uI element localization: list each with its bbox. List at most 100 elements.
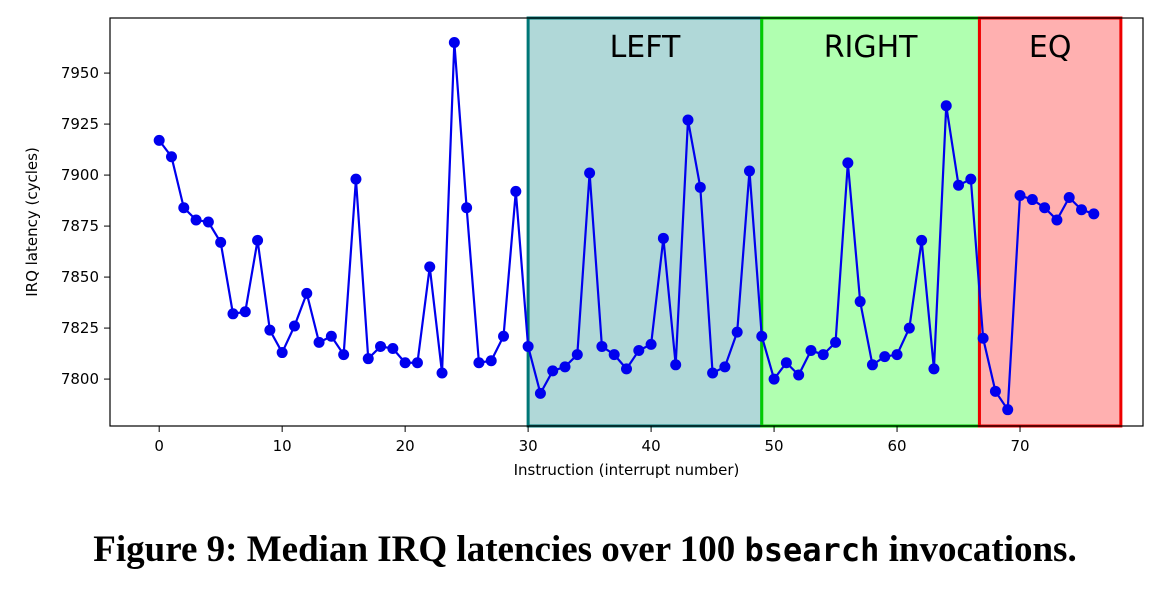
data-point — [768, 373, 780, 385]
data-point — [399, 357, 411, 369]
data-point — [362, 353, 374, 365]
data-point — [239, 306, 251, 318]
data-point — [498, 330, 510, 342]
data-point — [584, 167, 596, 179]
labels-layer: LEFT RIGHT EQ — [610, 30, 1072, 65]
x-tick-label: 60 — [888, 437, 907, 455]
data-point — [510, 185, 522, 197]
y-tick-label: 7800 — [61, 370, 99, 388]
data-point — [596, 340, 608, 352]
data-point — [793, 369, 805, 381]
x-tick-label: 70 — [1010, 437, 1029, 455]
figure-caption: Figure 9: Median IRQ latencies over 100 … — [0, 528, 1170, 571]
data-point — [645, 338, 657, 350]
data-point — [621, 363, 632, 375]
caption-code: bsearch — [744, 531, 880, 569]
plot-frame — [109, 17, 1144, 427]
y-tick-label: 7875 — [61, 217, 99, 235]
data-point — [633, 345, 645, 357]
data-point — [301, 287, 313, 299]
y-tick-label: 7925 — [61, 115, 99, 133]
x-tick-label: 30 — [519, 437, 538, 455]
caption-prefix: Figure 9: Median IRQ latencies over 100 — [93, 529, 745, 570]
data-point — [879, 351, 891, 363]
data-point — [817, 349, 829, 361]
data-point — [338, 349, 350, 361]
data-point — [252, 234, 264, 246]
data-point — [854, 296, 866, 308]
data-point — [756, 330, 768, 342]
data-point — [1063, 192, 1075, 204]
data-point — [190, 214, 202, 226]
axes-layer: 0 10 20 30 40 50 60 70 7800 7825 7850 7875 7900 7925 7… — [61, 64, 1030, 455]
data-point — [940, 100, 952, 112]
data-point — [461, 202, 473, 214]
data-point — [1014, 189, 1026, 201]
data-point — [977, 332, 989, 344]
data-point — [387, 342, 399, 354]
regions-layer — [526, 16, 1123, 428]
data-point — [325, 330, 337, 342]
data-point — [1026, 194, 1038, 206]
series-layer — [153, 36, 1100, 416]
data-point — [743, 165, 755, 177]
data-point — [227, 308, 239, 320]
data-point — [719, 361, 731, 373]
x-tick-label: 0 — [154, 437, 164, 455]
region-label-right: RIGHT — [824, 30, 918, 65]
y-axis-label: IRQ latency (cycles) — [23, 147, 41, 297]
data-point — [1039, 202, 1051, 214]
data-point — [682, 114, 694, 126]
data-point — [559, 361, 571, 373]
data-point — [288, 320, 300, 332]
data-point — [178, 202, 190, 214]
data-point — [448, 36, 460, 48]
data-point — [965, 173, 977, 185]
data-point — [891, 349, 903, 361]
data-point — [694, 181, 706, 193]
data-point — [866, 359, 878, 371]
data-point — [375, 340, 387, 352]
y-tick-label: 7850 — [61, 268, 99, 286]
line-chart: 0 10 20 30 40 50 60 70 7800 7825 7850 7875 7900 7925 7… — [23, 16, 1144, 479]
data-point — [1051, 214, 1063, 226]
data-point — [805, 345, 817, 357]
data-point — [350, 173, 362, 185]
region-eq — [977, 16, 1123, 428]
data-point — [424, 261, 436, 273]
data-point — [731, 326, 743, 338]
region-left — [526, 16, 764, 428]
data-point — [903, 322, 915, 334]
y-tick-label: 7825 — [61, 319, 99, 337]
data-point — [1076, 204, 1088, 216]
data-point — [1088, 208, 1100, 220]
x-tick-label: 10 — [273, 437, 292, 455]
data-point — [830, 336, 842, 348]
caption-suffix: invocations. — [879, 529, 1077, 570]
data-point — [411, 357, 423, 369]
data-point — [264, 324, 276, 336]
data-point — [276, 347, 288, 359]
data-point — [608, 349, 620, 361]
data-point — [707, 367, 719, 379]
data-point — [657, 232, 669, 244]
data-point — [165, 151, 177, 163]
x-tick-label: 20 — [396, 437, 415, 455]
region-label-eq: EQ — [1029, 30, 1072, 65]
data-point — [313, 336, 325, 348]
data-point — [571, 349, 583, 361]
data-point — [202, 216, 214, 228]
data-point — [215, 236, 227, 248]
data-point — [916, 234, 928, 246]
y-tick-label: 7900 — [61, 166, 99, 184]
data-point — [547, 365, 559, 377]
data-point — [989, 385, 1001, 397]
x-tick-label: 50 — [765, 437, 784, 455]
x-tick-label: 40 — [642, 437, 661, 455]
data-point — [780, 357, 792, 369]
data-point — [153, 134, 165, 146]
data-point — [473, 357, 485, 369]
data-point — [436, 367, 448, 379]
x-axis-label: Instruction (interrupt number) — [514, 461, 740, 479]
data-point — [953, 179, 965, 191]
